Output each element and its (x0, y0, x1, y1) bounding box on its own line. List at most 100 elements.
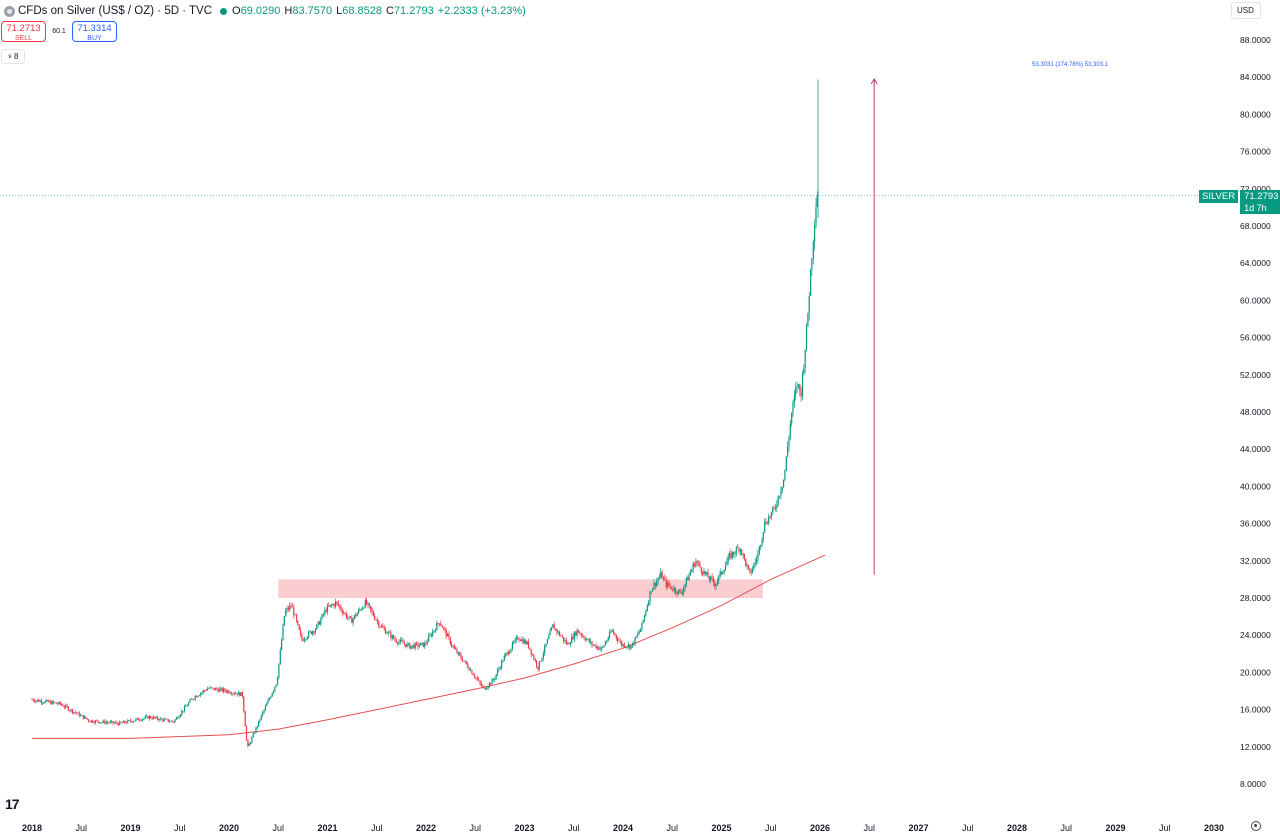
candle-body (40, 700, 42, 703)
tradingview-logo-icon[interactable]: 17 (5, 796, 20, 812)
candle-body (360, 609, 362, 611)
candle-body (591, 641, 593, 646)
candle-body (518, 639, 520, 641)
candle-body (452, 645, 454, 647)
candle-body (789, 423, 791, 438)
candle-body (621, 641, 623, 646)
candle-body (772, 507, 774, 513)
candle-body (181, 710, 183, 715)
candle-body (511, 643, 513, 649)
candle-body (675, 588, 677, 593)
candle-body (475, 677, 477, 678)
candle-body (684, 584, 686, 588)
candle-body (430, 634, 432, 636)
candle-body (281, 639, 283, 651)
candle-body (251, 737, 253, 743)
candle-body (792, 402, 794, 413)
last-price-label: SILVER 71.2793 1d 7h (1199, 190, 1280, 214)
candle-body (785, 456, 787, 471)
candle-body (143, 718, 145, 719)
candle-body (577, 629, 580, 633)
candle-body (271, 693, 273, 697)
candle-body (411, 645, 414, 647)
candle-body (198, 695, 200, 696)
candle-body (109, 721, 111, 723)
candle-body (800, 390, 802, 397)
candle-body (515, 637, 517, 640)
candle-body (448, 634, 450, 638)
candle-body (325, 610, 327, 612)
candle-body (125, 722, 128, 724)
candle-body (522, 639, 524, 644)
candle-body (803, 367, 805, 374)
candle-body (48, 701, 51, 702)
candle-body (494, 678, 496, 680)
candle-body (256, 726, 258, 728)
candle-body (426, 641, 428, 644)
candle-body (326, 605, 329, 612)
candle-body (166, 718, 168, 720)
candle-body (298, 624, 300, 630)
indicators-toggle[interactable]: ∨ 8 (1, 49, 25, 64)
market-status-dot (220, 7, 228, 15)
candle-body (708, 577, 710, 581)
candle-body (762, 532, 764, 540)
candle-body (490, 683, 492, 685)
candle-body (239, 692, 241, 697)
candle-body (548, 635, 550, 640)
candle-body (468, 667, 470, 671)
candle-body (151, 718, 153, 719)
candle-body (240, 692, 242, 696)
candle-body (538, 661, 540, 670)
candle-body (275, 684, 277, 687)
candle-body (742, 553, 744, 555)
candle-body (526, 641, 528, 645)
candle-body (576, 629, 578, 636)
candle-body (50, 701, 52, 705)
candle-body (425, 643, 427, 644)
candle-body (202, 690, 204, 693)
currency-selector[interactable]: USD (1231, 2, 1261, 19)
buy-label: BUY (87, 35, 102, 42)
candle-body (78, 712, 80, 717)
candle-body (739, 549, 741, 552)
candle-body (805, 326, 808, 350)
buy-button[interactable]: 71.3314 BUY (72, 21, 117, 42)
candle-body (456, 649, 458, 654)
candle-body (735, 547, 737, 554)
candle-body (506, 652, 508, 654)
candle-body (758, 546, 760, 554)
candle-body (159, 718, 161, 721)
open-value: 69.0290 (240, 5, 281, 17)
candle-body (737, 547, 739, 549)
candle-body (523, 640, 526, 644)
candle-body (429, 634, 431, 636)
candle-body (97, 720, 99, 723)
candle-body (63, 706, 65, 708)
candle-body (692, 563, 694, 570)
candle-body (416, 643, 418, 644)
candle-body (727, 556, 729, 562)
candle-body (795, 387, 797, 396)
candle-body (278, 663, 280, 678)
sell-button[interactable]: 71.2713 SELL (1, 21, 46, 42)
candle-body (75, 712, 78, 714)
candle-body (449, 637, 451, 644)
candle-body (631, 642, 633, 646)
candle-body (572, 636, 574, 640)
candle-body (186, 705, 188, 707)
candle-body (364, 600, 366, 608)
candle-body (505, 653, 507, 656)
candle-body (93, 722, 95, 723)
candle-body (144, 716, 146, 719)
candle-body (371, 609, 373, 612)
gear-icon[interactable] (1251, 821, 1261, 831)
candle-body (34, 700, 36, 702)
candle-body (654, 582, 656, 586)
symbol-title[interactable]: CFDs on Silver (US$ / OZ) · 5D · TVC (18, 5, 213, 17)
candle-body (573, 632, 575, 640)
candle-body (312, 631, 314, 634)
candle-body (760, 545, 762, 547)
open-label: O (232, 5, 241, 17)
